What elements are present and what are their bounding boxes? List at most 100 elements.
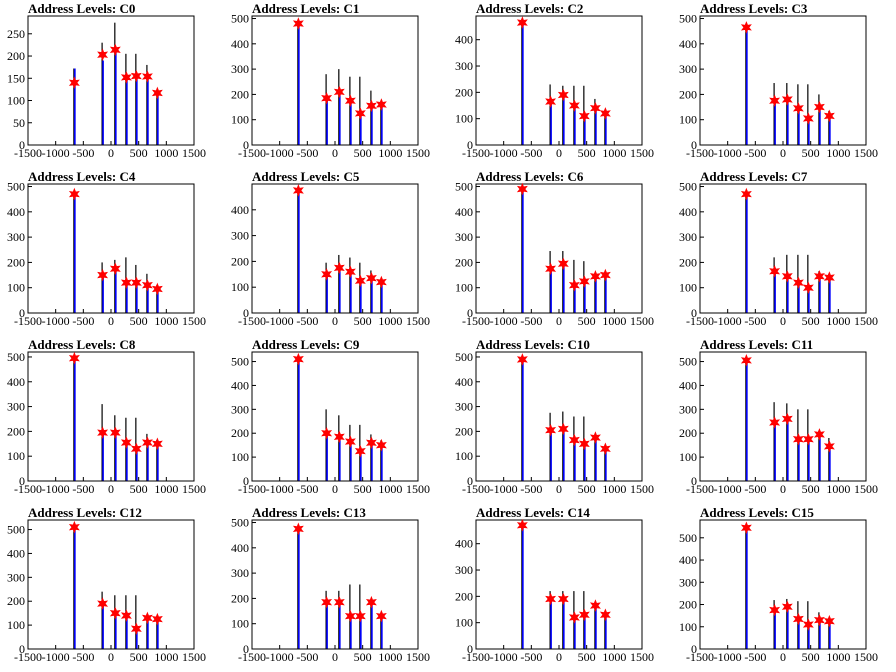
x-tick-label: 0: [108, 482, 114, 496]
marker-star-3: [120, 609, 132, 622]
y-tick-label: 100: [679, 281, 697, 295]
y-tick-label: 250: [7, 27, 25, 41]
x-tick-label: -1500: [238, 650, 266, 664]
marker-star-4: [130, 69, 142, 83]
marker-star-4: [354, 609, 366, 623]
y-tick-label: 400: [231, 378, 249, 392]
x-tick-label: 1500: [630, 650, 654, 664]
y-tick-label: 400: [7, 375, 25, 389]
x-tick-label: -1500: [238, 146, 266, 160]
y-tick-label: 0: [19, 138, 25, 152]
marker-star-6: [823, 271, 835, 284]
x-tick-label: -1500: [686, 650, 714, 664]
x-tick-label: 1000: [378, 314, 402, 328]
y-tick-label: 0: [243, 642, 249, 656]
plot-frame: [27, 519, 195, 650]
x-tick-label: -1500: [686, 482, 714, 496]
y-tick-label: 100: [679, 450, 697, 464]
y-tick-label: 300: [231, 402, 249, 416]
y-tick-label: 200: [231, 426, 249, 440]
x-tick-label: 1000: [826, 650, 850, 664]
x-tick-label: -1000: [490, 482, 518, 496]
y-tick-label: 400: [455, 375, 473, 389]
x-tick-label: -1500: [14, 146, 42, 160]
y-tick-label: 300: [455, 400, 473, 414]
y-tick-label: 200: [679, 255, 697, 269]
x-tick-label: 0: [556, 650, 562, 664]
marker-star-4: [130, 442, 142, 456]
x-tick-label: -1000: [714, 482, 742, 496]
y-tick-label: 500: [455, 350, 473, 364]
marker-star-1: [97, 268, 109, 282]
chart-title: Address Levels: C11: [700, 337, 813, 352]
x-tick-label: 1500: [182, 650, 206, 664]
x-tick-label: -500: [744, 650, 766, 664]
marker-star-3: [120, 276, 132, 289]
x-tick-label: 0: [108, 650, 114, 664]
marker-star-3: [792, 102, 804, 115]
x-tick-label: 500: [130, 650, 148, 664]
x-tick-label: 1000: [154, 146, 178, 160]
y-tick-label: 200: [679, 426, 697, 440]
y-tick-label: 500: [231, 12, 249, 26]
y-tick-label: 300: [7, 230, 25, 244]
y-tick-label: 500: [7, 523, 25, 537]
plot-frame: [251, 351, 419, 482]
chart-svg: Address Levels: C30100200300400500-1500-…: [679, 1, 878, 160]
x-tick-label: 1500: [630, 482, 654, 496]
x-tick-label: -1000: [714, 146, 742, 160]
marker-star-0: [68, 76, 80, 90]
plot-frame: [475, 183, 643, 314]
y-tick-label: 0: [467, 306, 473, 320]
plot-frame: [699, 519, 867, 650]
y-tick-label: 200: [231, 591, 249, 605]
x-tick-label: -1000: [714, 650, 742, 664]
marker-star-6: [599, 608, 611, 622]
y-tick-label: 500: [7, 350, 25, 364]
x-tick-label: -1000: [490, 314, 518, 328]
marker-star-1: [769, 416, 781, 429]
y-tick-label: 500: [7, 180, 25, 194]
marker-star-6: [151, 437, 163, 451]
x-tick-label: -1500: [14, 650, 42, 664]
marker-star-2: [109, 262, 121, 276]
marker-star-4: [354, 444, 366, 458]
y-tick-label: 300: [455, 563, 473, 577]
y-tick-label: 100: [231, 113, 249, 127]
x-tick-label: 1500: [854, 482, 878, 496]
marker-star-2: [557, 422, 569, 436]
x-tick-label: 1500: [630, 146, 654, 160]
marker-star-6: [375, 275, 387, 289]
marker-star-3: [568, 278, 580, 292]
y-tick-label: 300: [7, 570, 25, 584]
y-tick-label: 400: [7, 546, 25, 560]
plot-frame: [27, 351, 195, 482]
x-tick-label: 1000: [602, 146, 626, 160]
marker-star-0: [292, 17, 304, 30]
x-tick-label: 500: [130, 482, 148, 496]
y-tick-label: 0: [243, 306, 249, 320]
x-tick-label: -1000: [42, 482, 70, 496]
chart-svg: Address Levels: C90100200300400500-1500-…: [231, 337, 430, 496]
x-tick-label: -1000: [490, 650, 518, 664]
marker-star-3: [568, 611, 580, 624]
chart-svg: Address Levels: C60100200300400500-1500-…: [455, 169, 654, 328]
marker-star-6: [599, 107, 611, 120]
marker-star-2: [557, 592, 569, 606]
x-tick-label: 0: [556, 314, 562, 328]
x-tick-label: 1000: [378, 482, 402, 496]
marker-star-1: [545, 262, 557, 276]
x-tick-label: 1000: [826, 482, 850, 496]
marker-star-2: [781, 270, 793, 283]
marker-star-1: [321, 91, 333, 105]
chart-title: Address Levels: C7: [700, 169, 808, 184]
chart-panel-12: Address Levels: C12 0 100 200 300 400 500 -1500…: [0, 504, 224, 672]
y-tick-label: 100: [231, 280, 249, 294]
chart-panel-7: Address Levels: C7 0 100 200 300 400 500 -1500-…: [672, 168, 896, 336]
chart-title: Address Levels: C5: [252, 169, 360, 184]
marker-star-5: [141, 436, 153, 449]
x-tick-label: 500: [578, 146, 596, 160]
x-tick-label: 500: [354, 146, 372, 160]
x-tick-label: 500: [578, 314, 596, 328]
marker-star-2: [557, 257, 569, 270]
